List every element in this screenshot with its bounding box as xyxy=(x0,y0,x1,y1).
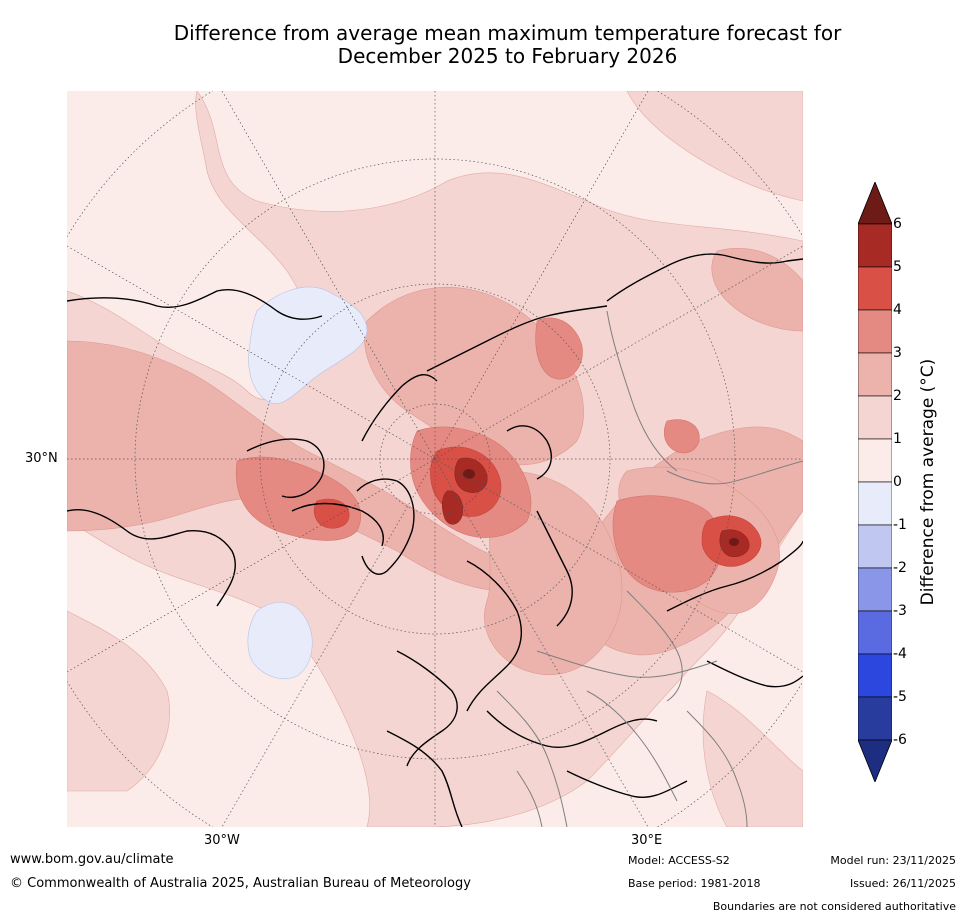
lon-label-30e: 30°E xyxy=(631,833,663,848)
colorbar-tick-label: -3 xyxy=(893,603,907,619)
colorbar-tick-label: -2 xyxy=(893,560,907,576)
lon-label-30w: 30°W xyxy=(204,833,240,848)
colorbar-label: Difference from average (°C) xyxy=(918,358,938,606)
model-name: Model: ACCESS-S2 xyxy=(628,854,730,867)
political-borders xyxy=(496,310,803,827)
colorbar-tick-label: 4 xyxy=(893,302,902,318)
anomaly-band-gt-6 xyxy=(463,469,739,546)
anomaly-band-negative xyxy=(247,286,368,680)
colorbar-tick-label: -4 xyxy=(893,646,907,662)
colorbar-tick-label: 6 xyxy=(893,216,902,232)
forecast-map xyxy=(67,91,803,827)
colorbar-tick-label: 2 xyxy=(893,388,902,404)
graticule xyxy=(67,91,803,827)
coastlines xyxy=(67,253,803,827)
colorbar-band xyxy=(857,438,893,483)
chart-title: Difference from average mean maximum tem… xyxy=(0,22,965,68)
base-period: Base period: 1981-2018 xyxy=(628,877,761,890)
model-run: Model run: 23/11/2025 xyxy=(830,854,956,867)
colorbar-band xyxy=(857,653,893,698)
colorbar-band xyxy=(857,567,893,612)
lat-label-30n: 30°N xyxy=(25,451,58,466)
issued-date: Issued: 26/11/2025 xyxy=(849,877,956,890)
disclaimer: Boundaries are not considered authoritat… xyxy=(712,900,956,913)
colorbar-band xyxy=(857,309,893,354)
colorbar-tick-label: 3 xyxy=(893,345,902,361)
colorbar-band xyxy=(857,266,893,311)
title-line-1: Difference from average mean maximum tem… xyxy=(173,21,842,45)
colorbar-tick-label: -5 xyxy=(893,689,907,705)
colorbar-tick-label: 1 xyxy=(893,431,902,447)
colorbar-band xyxy=(857,696,893,741)
title-line-2: December 2025 to February 2026 xyxy=(337,44,678,68)
colorbar-tick-label: -1 xyxy=(893,517,907,533)
colorbar-extend-low xyxy=(857,739,893,784)
colorbar-band xyxy=(857,610,893,655)
copyright: © Commonwealth of Australia 2025, Austra… xyxy=(10,876,471,891)
colorbar-band xyxy=(857,395,893,440)
colorbar-band xyxy=(857,524,893,569)
colorbar-tick-label: -6 xyxy=(893,732,907,748)
colorbar-extend-high xyxy=(857,180,893,225)
website-link[interactable]: www.bom.gov.au/climate xyxy=(10,852,174,867)
colorbar xyxy=(857,180,893,784)
colorbar-band xyxy=(857,481,893,526)
colorbar-band xyxy=(857,223,893,268)
colorbar-band xyxy=(857,352,893,397)
colorbar-tick-label: 0 xyxy=(893,474,902,490)
colorbar-tick-label: 5 xyxy=(893,259,902,275)
